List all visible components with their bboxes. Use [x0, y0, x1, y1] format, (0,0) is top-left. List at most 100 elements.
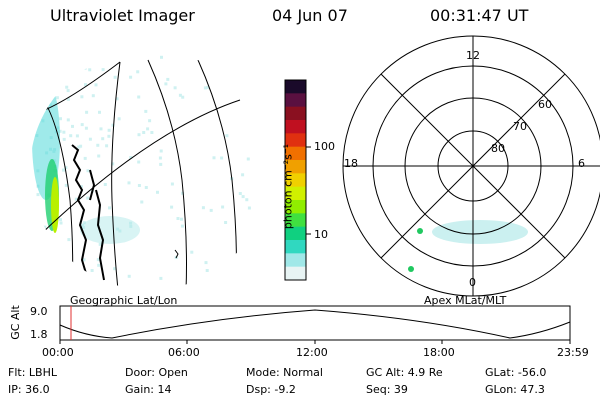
speckle-pixel — [129, 75, 133, 79]
speckle-pixel — [180, 224, 184, 228]
speckle-pixel — [82, 258, 86, 262]
speckle-pixel — [116, 227, 120, 231]
speckle-pixel — [158, 156, 162, 160]
speckle-pixel — [137, 95, 141, 99]
speckle-pixel — [159, 149, 163, 153]
info-dsp: Dsp: -9.2 — [246, 383, 296, 396]
speckle-pixel — [77, 145, 81, 149]
speckle-pixel — [103, 183, 107, 186]
speckle-pixel — [82, 221, 86, 225]
speckle-pixel — [62, 168, 65, 172]
mlat-label-80: 80 — [491, 142, 505, 155]
speckle-pixel — [127, 274, 131, 278]
speckle-pixel — [159, 276, 163, 280]
speckle-pixel — [81, 223, 84, 227]
speckle-pixel — [113, 267, 117, 271]
mlt-label-12: 12 — [466, 49, 480, 62]
time-tick-0000: 00:00 — [42, 346, 74, 359]
speckle-pixel — [64, 183, 68, 187]
speckle-pixel — [85, 110, 89, 114]
speckle-pixel — [136, 70, 140, 74]
info-mode: Mode: Normal — [246, 366, 323, 379]
info-filter: Flt: LBHL — [8, 366, 57, 379]
speckle-pixel — [66, 118, 70, 122]
speckle-pixel — [176, 217, 180, 220]
speckle-pixel — [224, 221, 228, 224]
speckle-pixel — [201, 206, 205, 210]
speckle-pixel — [247, 206, 251, 210]
speckle-pixel — [142, 131, 146, 134]
speckle-pixel — [245, 198, 249, 202]
speckle-pixel — [64, 166, 68, 170]
speckle-pixel — [86, 196, 90, 200]
speckle-pixel — [209, 208, 213, 212]
speckle-pixel — [55, 96, 59, 100]
observation-date: 04 Jun 07 — [272, 6, 348, 25]
instrument-title: Ultraviolet Imager — [50, 6, 195, 25]
observation-time: 00:31:47 UT — [430, 6, 529, 25]
speckle-pixel — [205, 269, 209, 272]
colorbar-band — [285, 213, 306, 228]
altitude-tick-1-8: 1.8 — [30, 328, 48, 341]
speckle-pixel — [108, 206, 111, 210]
speckle-pixel — [137, 160, 141, 164]
speckle-pixel — [181, 191, 185, 195]
colorbar-band — [285, 253, 306, 268]
speckle-pixel — [117, 117, 121, 121]
speckle-pixel — [59, 221, 63, 225]
mlt-label-6: 6 — [578, 157, 585, 170]
colorbar-band — [285, 160, 306, 174]
coastline — [71, 144, 105, 281]
speckle-pixel — [36, 193, 40, 197]
info-gain: Gain: 14 — [125, 383, 172, 396]
speckle-pixel — [58, 129, 62, 133]
speckle-pixel — [164, 82, 168, 86]
speckle-pixel — [96, 258, 100, 262]
colorbar-band — [285, 226, 306, 241]
mlat-label-60: 60 — [538, 98, 552, 111]
speckle-pixel — [113, 75, 117, 79]
speckle-pixel — [220, 156, 224, 160]
speckle-pixel — [166, 77, 170, 81]
speckle-pixel — [225, 134, 229, 138]
speckle-pixel — [107, 134, 111, 138]
info-door: Door: Open — [125, 366, 188, 379]
colorbar-band — [285, 120, 306, 134]
speckle-pixel — [67, 238, 71, 242]
colorbar-band — [285, 106, 306, 121]
mlat-label-70: 70 — [513, 120, 527, 133]
info-seq: Seq: 39 — [366, 383, 408, 396]
info-ip: IP: 36.0 — [8, 383, 50, 396]
colorbar-band — [285, 186, 306, 201]
geographic-panel-label: Geographic Lat/Lon — [70, 294, 178, 307]
speckle-pixel — [90, 269, 94, 272]
speckle-pixel — [137, 184, 141, 187]
colorbar-band — [285, 240, 306, 254]
speckle-pixel — [71, 124, 74, 128]
speckle-pixel — [241, 195, 245, 199]
time-tick-0600: 06:00 — [168, 346, 200, 359]
colorbar-band — [285, 93, 306, 108]
mlt-label-0: 0 — [469, 276, 476, 289]
altitude-axis-label: GC Alt — [8, 305, 22, 340]
speckle-pixel — [144, 186, 148, 189]
speckle-pixel — [238, 192, 242, 195]
speckle-pixel — [79, 185, 83, 189]
speckle-pixel — [159, 162, 163, 166]
speckle-pixel — [84, 83, 87, 87]
speckle-pixel — [99, 127, 103, 131]
speckle-pixel — [146, 127, 150, 131]
speckle-pixel — [107, 128, 111, 132]
colorbar-tick-10: 10 — [314, 228, 328, 241]
speckle-pixel — [137, 133, 141, 137]
speckle-pixel — [111, 162, 115, 166]
speckle-pixel — [181, 95, 185, 99]
speckle-pixel — [84, 126, 88, 130]
polar-emission — [408, 220, 528, 272]
speckle-pixel — [150, 131, 154, 134]
colorbar-band — [285, 146, 306, 161]
speckle-pixel — [43, 225, 47, 229]
speckle-pixel — [170, 182, 174, 186]
